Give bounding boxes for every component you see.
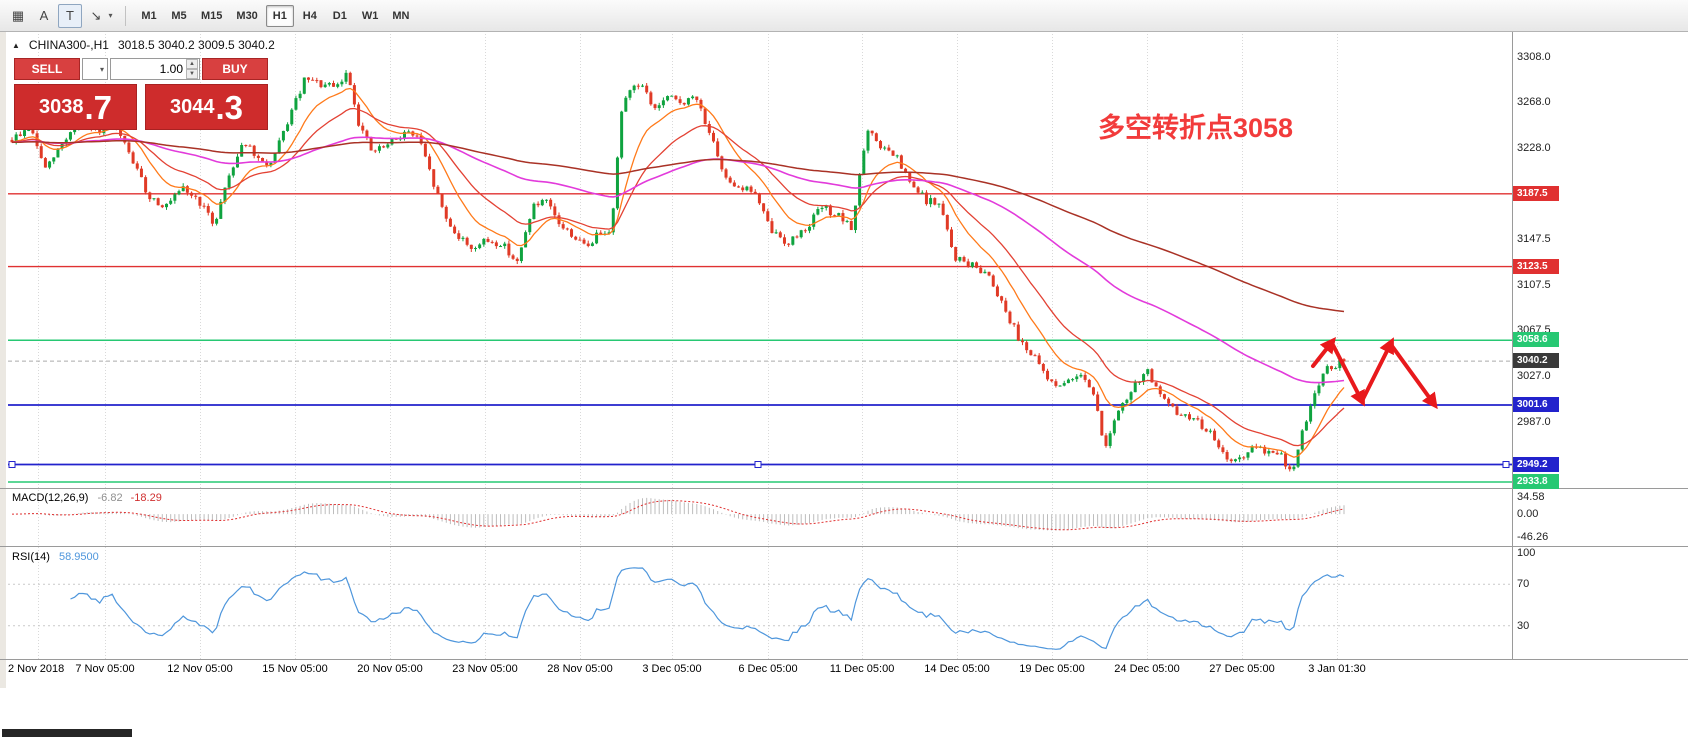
timeframe-m5-button[interactable]: M5: [171, 9, 187, 22]
horizontal-scrollbar[interactable]: [0, 726, 1688, 738]
sell-price-tile[interactable]: 3038.7: [14, 84, 137, 130]
rsi-value: 58.9500: [58, 551, 99, 563]
text-tool-button[interactable]: T: [58, 3, 82, 28]
chart-title: ▲ CHINA300-,H1 3018.5 3040.2 3009.5 3040…: [12, 38, 275, 52]
timeframe-d1-button[interactable]: D1: [332, 9, 347, 22]
buy-price-main: 3044: [169, 95, 215, 118]
macd-name: MACD(12,26,9): [12, 492, 89, 504]
rsi-label: RSI(14) 58.9500: [12, 551, 99, 563]
timeframe-w1-button[interactable]: W1: [361, 9, 379, 22]
one-click-trade-panel: SELL ▾ 1.00 ▲ ▼ BUY 3038.7 3044.3: [14, 58, 268, 130]
sell-price-big-digit: .7: [84, 88, 113, 126]
dropdown-caret-icon: ▾: [99, 64, 104, 74]
macd-label: MACD(12,26,9) -6.82 -18.29: [12, 492, 162, 504]
rsi-name: RSI(14): [12, 551, 50, 563]
timeframe-h1-button[interactable]: H1: [265, 4, 294, 27]
buy-price-tile[interactable]: 3044.3: [145, 84, 268, 130]
label-tool-button[interactable]: A: [39, 8, 49, 23]
volume-down-button[interactable]: ▼: [186, 69, 198, 79]
macd-signal-value: -18.29: [130, 492, 162, 504]
drawing-tools-group: ▦ A T ↘ ▾: [5, 3, 117, 28]
grid-tool-button[interactable]: ▦: [11, 7, 25, 23]
toolbar-separator: [125, 5, 126, 26]
toolbar: ▦ A T ↘ ▾ M1 M5 M15 M30 H1 H4 D1 W1 MN: [0, 0, 1688, 32]
buy-button[interactable]: BUY: [202, 58, 268, 80]
timeframe-m15-button[interactable]: M15: [201, 9, 223, 22]
timeframe-m30-button[interactable]: M30: [236, 9, 258, 22]
buy-price-big-digit: .3: [215, 88, 244, 126]
timeframe-m1-button[interactable]: M1: [141, 9, 157, 22]
volume-input[interactable]: 1.00 ▲ ▼: [110, 58, 200, 80]
volume-preset-dropdown[interactable]: ▾: [82, 58, 108, 80]
scrollbar-thumb[interactable]: [2, 729, 132, 737]
sell-button[interactable]: SELL: [14, 58, 80, 80]
volume-spinner: ▲ ▼: [186, 59, 198, 79]
collapse-icon[interactable]: ▲: [12, 40, 20, 50]
timeframe-group: M1 M5 M15 M30 H1 H4 D1 W1 MN: [134, 4, 416, 27]
volume-value: 1.00: [159, 62, 183, 76]
arrow-tool-caret-icon[interactable]: ▾: [108, 11, 113, 20]
symbol-period-label: CHINA300-,H1: [28, 38, 109, 52]
volume-up-button[interactable]: ▲: [186, 59, 198, 69]
chart-annotation-text[interactable]: 多空转折点3058: [1098, 113, 1294, 143]
trade-controls-row: SELL ▾ 1.00 ▲ ▼ BUY: [14, 58, 268, 80]
timeframe-h4-button[interactable]: H4: [302, 9, 317, 22]
sell-price-main: 3038: [38, 95, 84, 118]
trade-price-row: 3038.7 3044.3: [14, 84, 268, 130]
arrow-tool-button[interactable]: ↘: [90, 7, 102, 23]
timeframe-mn-button[interactable]: MN: [392, 9, 410, 22]
macd-main-value: -6.82: [97, 492, 123, 504]
ohlc-values: 3018.5 3040.2 3009.5 3040.2: [117, 38, 275, 52]
